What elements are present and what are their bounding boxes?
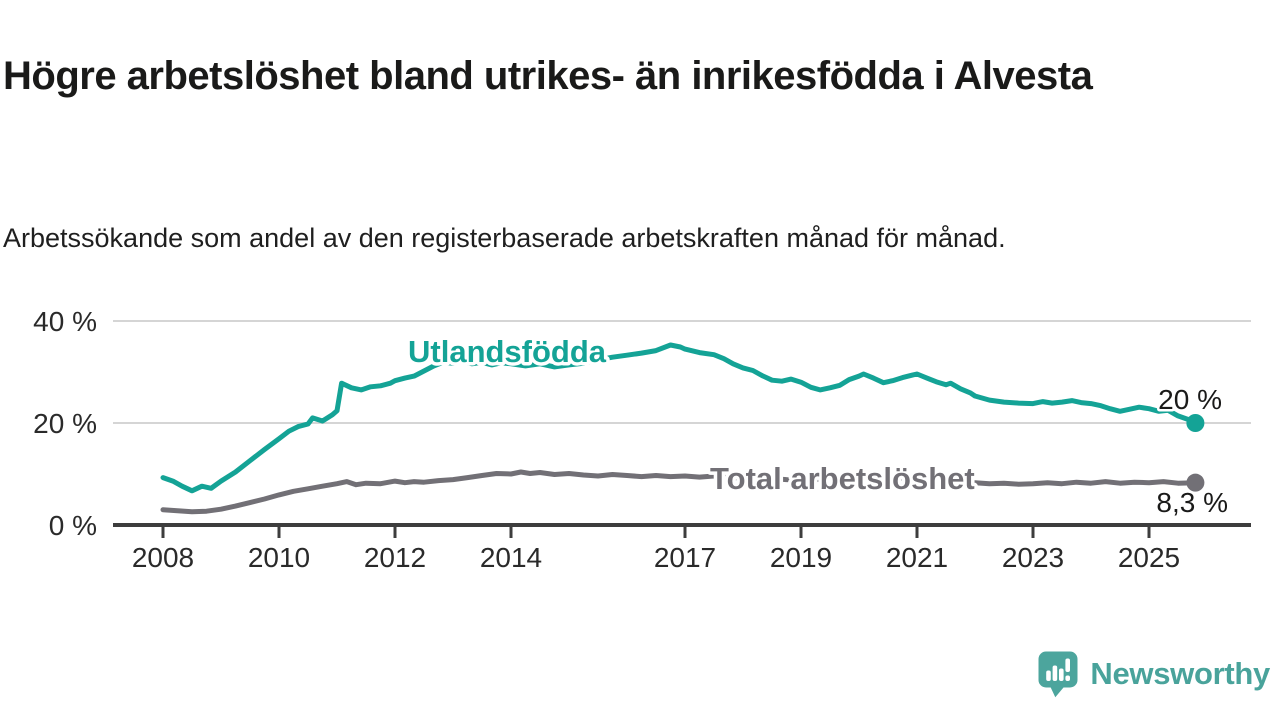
y-axis-tick-label: 20 % xyxy=(33,408,97,439)
newsworthy-speech-bubble-bar-chart-icon xyxy=(1038,651,1078,697)
x-axis-tick-label: 2019 xyxy=(770,542,832,573)
x-axis-tick-label: 2021 xyxy=(886,542,948,573)
x-axis-tick-label: 2008 xyxy=(132,542,194,573)
x-axis-tick-label: 2012 xyxy=(364,542,426,573)
series-label-total-arbetsloshet: Total arbetslöshet xyxy=(710,461,975,496)
x-axis-tick-label: 2017 xyxy=(654,542,716,573)
page-title: Högre arbetslöshet bland utrikes- än inr… xyxy=(3,53,1093,98)
x-axis-tick-label: 2023 xyxy=(1002,542,1064,573)
end-value-label-total: 8,3 % xyxy=(1156,487,1228,518)
y-axis-tick-label: 40 % xyxy=(33,306,97,337)
x-axis-tick-label: 2025 xyxy=(1118,542,1180,573)
x-axis-tick-label: 2014 xyxy=(480,542,542,573)
page-subtitle: Arbetssökande som andel av den registerb… xyxy=(3,223,1006,253)
series-line xyxy=(160,342,1198,494)
x-axis-tick-label: 2010 xyxy=(248,542,310,573)
newsworthy-logo: Newsworthy xyxy=(1038,650,1270,698)
series-label-utlandsfodda: Utlandsfödda xyxy=(408,334,607,369)
series-end-dot xyxy=(1186,414,1205,432)
series-line xyxy=(160,469,1198,515)
y-axis-tick-label: 0 % xyxy=(49,510,97,541)
end-value-label-utlandsfodda: 20 % xyxy=(1158,384,1222,415)
newsworthy-brand-text: Newsworthy xyxy=(1090,656,1270,691)
series-end-dot xyxy=(1186,473,1205,492)
